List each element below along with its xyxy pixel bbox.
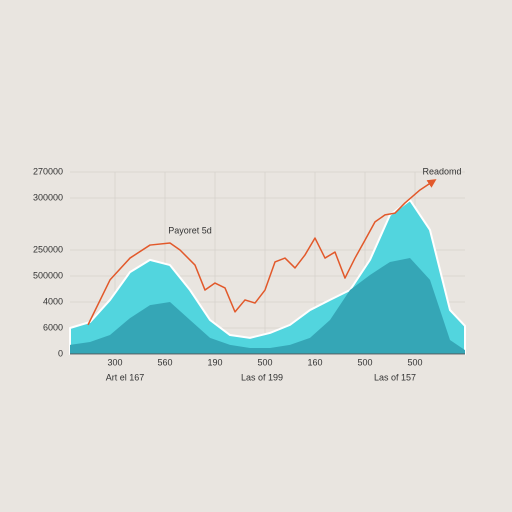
x-tick-label: 300 [107,357,122,367]
x-tick-label: 190 [207,357,222,367]
group-label: Las of 157 [374,372,416,382]
x-tick-label: 500 [357,357,372,367]
x-tick-label: 500 [407,357,422,367]
y-tick-label: 0 [58,348,63,358]
y-tick-label: 500000 [33,270,63,280]
x-tick-label: 560 [157,357,172,367]
x-tick-label: 160 [307,357,322,367]
y-tick-label: 4000 [43,296,63,306]
group-label: Las of 199 [241,372,283,382]
y-tick-label: 270000 [33,166,63,176]
y-tick-label: 250000 [33,244,63,254]
y-tick-label: 300000 [33,192,63,202]
area [70,258,465,354]
x-tick-label: 500 [257,357,272,367]
line [87,179,437,326]
y-tick-label: 6000 [43,322,63,332]
annotation: Payoret 5d [168,225,212,235]
group-label: Art el 167 [106,372,145,382]
annotation: Readomd [422,166,461,176]
